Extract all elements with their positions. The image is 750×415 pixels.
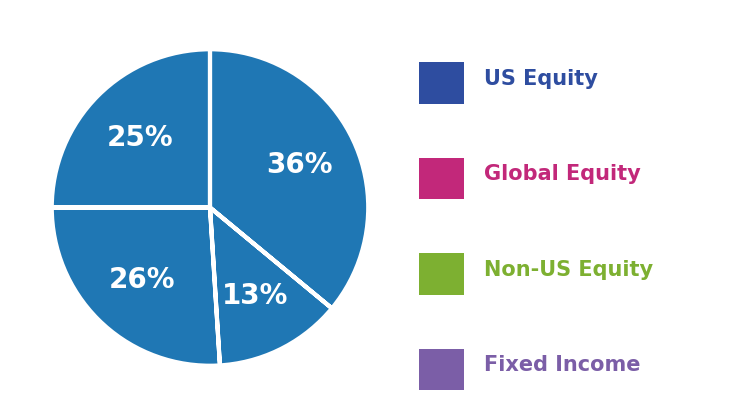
Text: 13%: 13% xyxy=(222,282,288,310)
PathPatch shape xyxy=(210,208,456,415)
PathPatch shape xyxy=(0,208,230,415)
FancyBboxPatch shape xyxy=(419,158,464,199)
Text: Fixed Income: Fixed Income xyxy=(484,355,640,375)
Text: Global Equity: Global Equity xyxy=(484,164,641,184)
Text: 36%: 36% xyxy=(266,151,333,179)
Text: 26%: 26% xyxy=(109,266,176,294)
Text: 25%: 25% xyxy=(106,124,173,151)
Circle shape xyxy=(50,48,370,367)
PathPatch shape xyxy=(210,0,530,411)
FancyBboxPatch shape xyxy=(419,349,464,390)
Wedge shape xyxy=(50,48,210,208)
Wedge shape xyxy=(210,208,333,367)
FancyBboxPatch shape xyxy=(419,253,464,295)
Text: US Equity: US Equity xyxy=(484,69,598,89)
Wedge shape xyxy=(50,208,220,367)
PathPatch shape xyxy=(0,0,210,208)
FancyBboxPatch shape xyxy=(419,62,464,104)
Text: Non-US Equity: Non-US Equity xyxy=(484,260,653,280)
Wedge shape xyxy=(210,48,370,309)
